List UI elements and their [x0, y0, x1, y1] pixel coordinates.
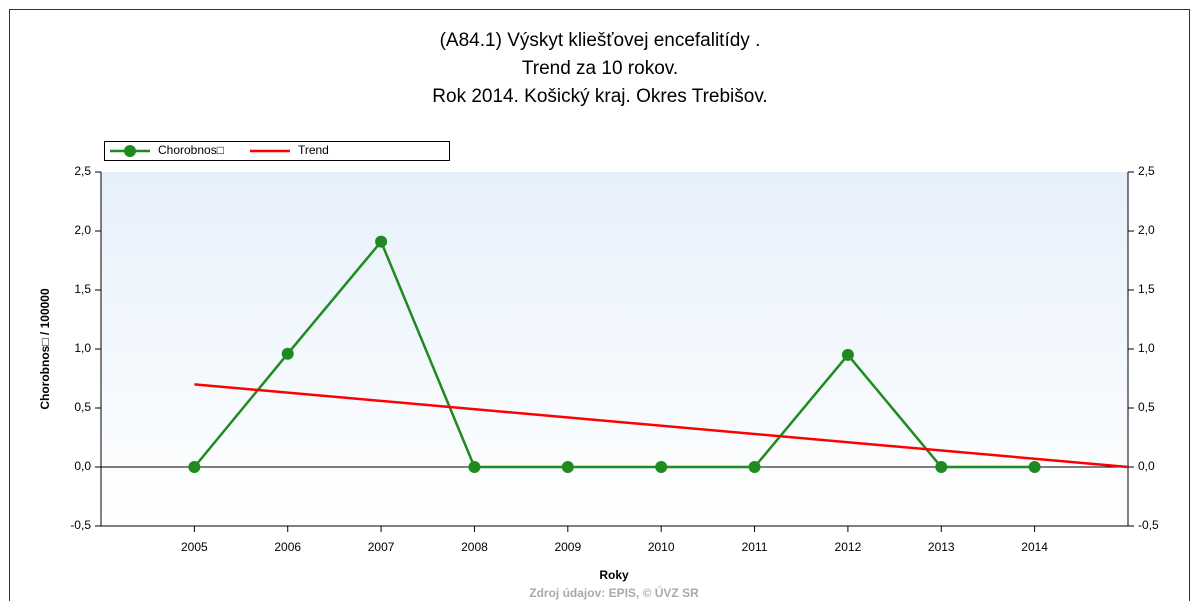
- point: [655, 461, 668, 473]
- x-tick-label: 2006: [274, 540, 301, 554]
- point: [281, 347, 294, 360]
- x-tick-label: 2011: [742, 540, 768, 554]
- chart-title: Trend za 10 rokov.: [522, 58, 678, 79]
- point: [468, 461, 481, 473]
- series-line: [193, 239, 1035, 469]
- point: [561, 461, 574, 473]
- y2-tick-label: 2,0: [1138, 223, 1155, 237]
- point: [748, 461, 761, 473]
- y-tick-label: 1,0: [74, 341, 91, 355]
- source-note: Zdroj údajov: EPIS, © ÚVZ SR: [529, 585, 699, 600]
- point: [1028, 461, 1041, 473]
- y2-tick-label: -0,5: [1138, 518, 1159, 532]
- legend-marker: [124, 145, 136, 157]
- y2-tick-label: 0,5: [1138, 400, 1155, 414]
- legend-label: Chorobnos□: [158, 143, 224, 157]
- y-tick-label: -0,5: [70, 518, 91, 532]
- chart-title: Rok 2014. Košický kraj. Okres Trebišov.: [432, 86, 767, 107]
- x-tick-label: 2010: [648, 540, 675, 554]
- point: [935, 461, 948, 473]
- y-axis-label: Chorobnos□ / 100000: [38, 288, 52, 410]
- y-tick-label: 2,0: [74, 223, 91, 237]
- y2-tick-label: 1,5: [1138, 282, 1155, 296]
- legend-label: Trend: [298, 143, 329, 157]
- x-axis-label: Roky: [599, 568, 629, 582]
- x-tick-label: 2009: [554, 540, 581, 554]
- y-tick-label: 1,5: [74, 282, 91, 296]
- chart-title: (A84.1) Výskyt kliešťovej encefalitídy .: [440, 30, 761, 51]
- point: [375, 235, 388, 248]
- y-tick-label: 0,5: [74, 400, 91, 414]
- series-line: [194, 383, 1129, 469]
- y-tick-label: 2,5: [74, 164, 91, 178]
- x-tick-label: 2008: [461, 540, 488, 554]
- x-tick-label: 2012: [835, 540, 862, 554]
- point: [841, 348, 854, 361]
- x-tick-label: 2014: [1021, 540, 1048, 554]
- plot-area: [101, 172, 1128, 526]
- x-tick-label: 2013: [928, 540, 955, 554]
- y2-tick-label: 0,0: [1138, 459, 1155, 473]
- frame: [9, 9, 1190, 606]
- y2-tick-label: 1,0: [1138, 341, 1155, 355]
- point: [188, 461, 201, 473]
- y-tick-label: 0,0: [74, 459, 91, 473]
- y2-tick-label: 2,5: [1138, 164, 1155, 178]
- x-tick-label: 2007: [368, 540, 395, 554]
- x-tick-label: 2005: [181, 540, 208, 554]
